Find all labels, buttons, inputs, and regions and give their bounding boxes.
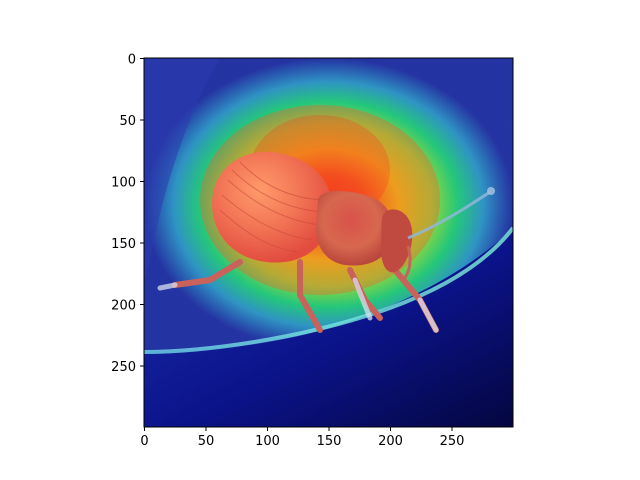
- x-tick-label: 0: [140, 434, 148, 449]
- x-tick-label: 150: [317, 434, 342, 449]
- beetle-antenna: [407, 190, 491, 240]
- image-panel: [144, 58, 513, 427]
- corner-shade: [144, 58, 220, 280]
- lower-glow: [144, 228, 513, 400]
- y-tick-label: 250: [111, 360, 136, 375]
- x-tick-label: 200: [378, 434, 403, 449]
- y-tick-label: 100: [111, 176, 136, 191]
- x-tick-label: 50: [198, 434, 215, 449]
- y-tick-label: 150: [111, 237, 136, 252]
- x-tick-label: 250: [440, 434, 465, 449]
- y-tick-label: 0: [128, 53, 136, 68]
- y-tick-label: 50: [119, 114, 136, 129]
- beetle-thorax: [315, 190, 394, 266]
- leaf-edge: [144, 226, 513, 354]
- y-tick-label: 200: [111, 299, 136, 314]
- axis-ticks: 0 50 100 150 200 250 0 50 100 150 200 250: [111, 53, 464, 450]
- beetle-head: [380, 209, 413, 273]
- x-tick-label: 100: [255, 434, 280, 449]
